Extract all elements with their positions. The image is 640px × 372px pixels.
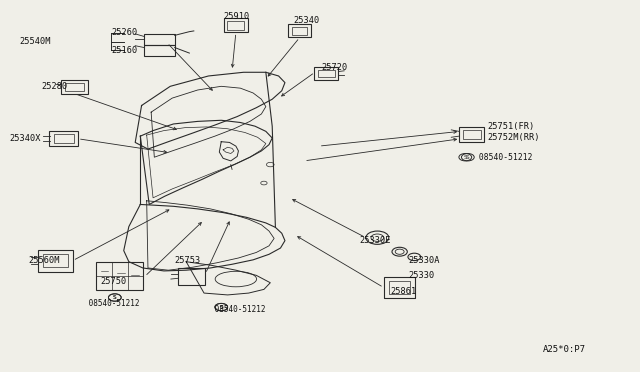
Text: 25910: 25910 — [223, 12, 250, 21]
Text: 25752M(RR): 25752M(RR) — [487, 133, 540, 142]
Bar — [178, 267, 205, 285]
Bar — [144, 33, 175, 45]
Bar — [292, 27, 307, 35]
Bar — [385, 277, 415, 298]
Text: 25260: 25260 — [111, 28, 138, 37]
Text: S: S — [113, 295, 116, 300]
Text: A25*0:P7: A25*0:P7 — [543, 345, 586, 354]
Text: 25330E: 25330E — [360, 236, 391, 245]
Text: S: S — [220, 305, 223, 310]
Text: 08540-51212: 08540-51212 — [211, 305, 266, 314]
Text: S: S — [466, 155, 470, 160]
Text: 25540M: 25540M — [19, 37, 51, 46]
Bar — [49, 131, 78, 146]
Text: 25750: 25750 — [100, 278, 127, 286]
Bar — [459, 126, 484, 142]
Bar — [224, 18, 248, 32]
Bar — [44, 254, 68, 267]
Text: 25753: 25753 — [175, 256, 201, 265]
Text: 08540-51212: 08540-51212 — [474, 153, 532, 162]
Text: 25160: 25160 — [111, 46, 138, 55]
Bar — [54, 134, 74, 143]
Bar — [463, 130, 481, 139]
Bar — [289, 25, 311, 38]
Text: S: S — [220, 305, 223, 310]
Bar — [61, 80, 88, 94]
Text: 25861: 25861 — [390, 287, 417, 296]
Bar — [227, 21, 244, 30]
Text: S: S — [113, 295, 116, 300]
Bar — [65, 83, 84, 91]
Bar — [96, 262, 143, 290]
Text: 25720: 25720 — [321, 63, 348, 72]
Text: 25340X: 25340X — [9, 134, 40, 143]
Bar — [144, 45, 175, 56]
Bar — [38, 250, 73, 272]
Text: 25330: 25330 — [408, 271, 434, 280]
Bar — [314, 67, 339, 80]
Bar — [318, 70, 335, 77]
Text: 25340: 25340 — [293, 16, 319, 25]
Text: 25330A: 25330A — [408, 256, 440, 265]
Text: 25560M: 25560M — [28, 256, 60, 265]
Text: 25280: 25280 — [41, 82, 67, 91]
Text: 25751(FR): 25751(FR) — [487, 122, 534, 131]
Bar — [389, 281, 410, 294]
Text: S: S — [463, 155, 467, 160]
Text: 08540-51212: 08540-51212 — [84, 299, 140, 308]
